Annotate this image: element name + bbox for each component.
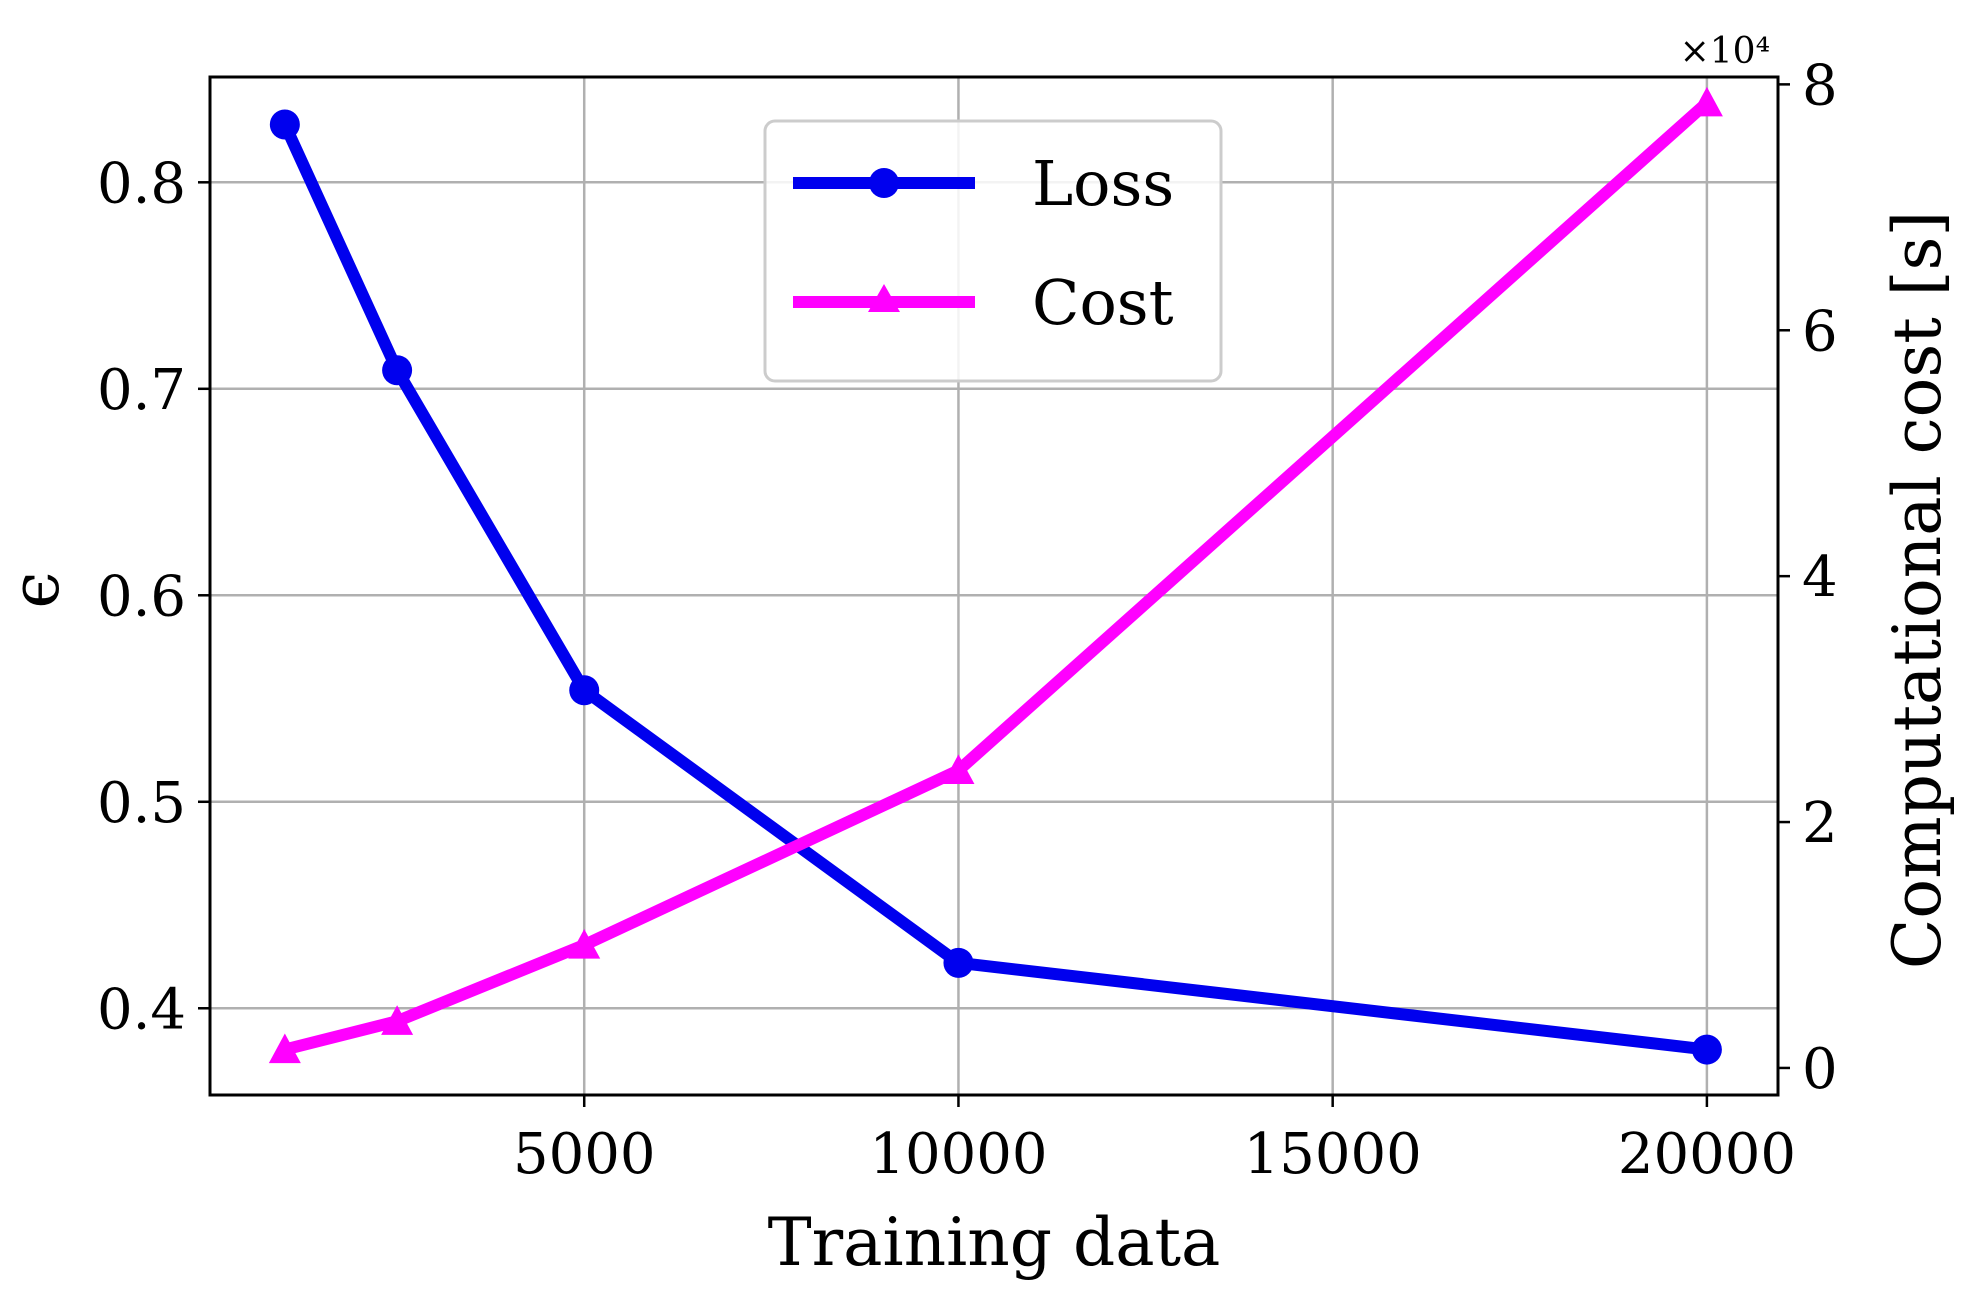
y2-tick-label: 6	[1802, 299, 1838, 364]
y-tick-label: 0.8	[97, 151, 186, 216]
data-point-cost	[568, 929, 601, 959]
legend-loss-label: Loss	[1032, 147, 1174, 220]
x-tick-label: 15000	[1244, 1122, 1422, 1187]
legend: Loss Cost	[763, 119, 1223, 383]
legend-cost-label: Cost	[1032, 266, 1174, 339]
y-tick-label: 0.6	[97, 564, 186, 629]
data-point-cost	[381, 1005, 414, 1035]
data-point-loss	[943, 947, 974, 978]
x-tick-label: 5000	[513, 1122, 656, 1187]
data-point-cost	[942, 754, 975, 785]
legend-loss-marker	[869, 168, 899, 198]
y-tick-label: 0.5	[97, 771, 186, 836]
y-tick-label: 0.7	[97, 358, 186, 423]
y2-axis-label: Computational cost [s]	[1879, 211, 1956, 969]
plot-series	[268, 86, 1723, 1065]
data-point-loss	[1691, 1034, 1722, 1065]
data-point-cost	[268, 1033, 301, 1064]
y-axis-label: ϵ	[0, 572, 74, 609]
data-point-cost	[1690, 86, 1723, 117]
y2-tick-label: 0	[1802, 1037, 1838, 1102]
data-point-loss	[382, 355, 413, 386]
plot-frame	[208, 75, 1780, 1097]
y2-tick-label: 2	[1802, 791, 1838, 856]
data-point-loss	[569, 675, 600, 706]
y2-tick-label: 4	[1802, 545, 1838, 610]
x-axis-label: Training data	[768, 1204, 1221, 1281]
data-point-loss	[269, 109, 300, 140]
legend-cost-marker	[868, 284, 900, 312]
y2-offset-text: ×10⁴	[1680, 31, 1770, 72]
x-tick-label: 20000	[1618, 1122, 1796, 1187]
y2-tick-label: 8	[1802, 53, 1838, 118]
axis-ticks: 5000 10000 15000 20000 0.4 0.5 0.6 0.7 0.8 0 2 4 6 8	[97, 53, 1838, 1187]
x-tick-label: 10000	[869, 1122, 1047, 1187]
y-tick-label: 0.4	[97, 977, 186, 1042]
